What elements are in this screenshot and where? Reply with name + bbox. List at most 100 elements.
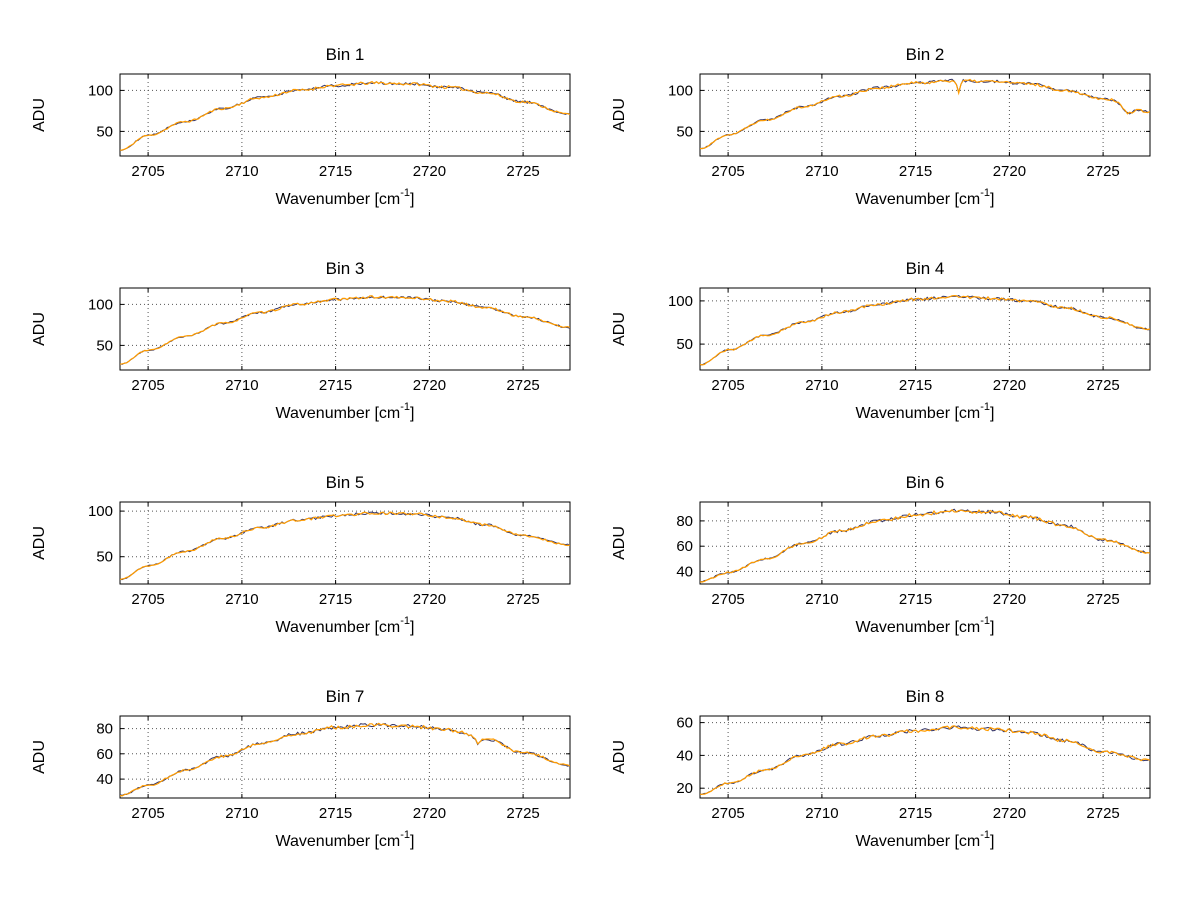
y-tick-labels: 50 100 bbox=[88, 82, 113, 140]
spectrum-line bbox=[120, 722, 570, 797]
y-tick-label: 100 bbox=[88, 296, 113, 313]
x-tick-label: 2725 bbox=[1086, 591, 1119, 608]
spectrum-trace bbox=[120, 722, 570, 797]
spectrum-trace bbox=[700, 509, 1150, 583]
spectrum-trace bbox=[700, 78, 1150, 150]
x-axis-label: Wavenumber [cm-1] bbox=[275, 615, 414, 636]
gridlines bbox=[700, 502, 1150, 584]
x-axis-label: Wavenumber [cm-1] bbox=[275, 187, 414, 208]
spectrum-line bbox=[700, 294, 1150, 366]
x-axis-label: Wavenumber [cm-1] bbox=[275, 401, 414, 422]
y-axis-label: ADU bbox=[611, 740, 628, 774]
y-axis-label: ADU bbox=[611, 98, 628, 132]
y-axis-label: ADU bbox=[31, 526, 48, 560]
subplot-title: Bin 6 bbox=[906, 473, 945, 492]
spectrum-line bbox=[120, 511, 570, 581]
y-tick-labels: 20 40 60 bbox=[676, 715, 693, 798]
subplot-bin-8: Bin 8 ADU 20 40 60 2705 2710 2715 2720 2725 Wa… bbox=[600, 676, 1180, 890]
axis-box bbox=[699, 73, 1151, 157]
y-tick-label: 40 bbox=[96, 771, 113, 788]
x-tick-label: 2705 bbox=[131, 377, 164, 394]
y-axis-label: ADU bbox=[31, 740, 48, 774]
y-tick-label: 60 bbox=[676, 715, 693, 732]
y-tick-label: 40 bbox=[676, 563, 693, 580]
subplot-title: Bin 7 bbox=[326, 687, 365, 706]
x-tick-label: 2720 bbox=[413, 163, 446, 180]
x-axis-label: Wavenumber [cm-1] bbox=[855, 187, 994, 208]
x-tick-label: 2720 bbox=[993, 377, 1026, 394]
y-tick-label: 100 bbox=[88, 82, 113, 99]
axis-box bbox=[119, 73, 571, 157]
x-tick-label: 2720 bbox=[993, 163, 1026, 180]
tick-marks bbox=[120, 716, 570, 798]
spectrum-trace-underlay bbox=[120, 81, 570, 151]
x-tick-label: 2715 bbox=[899, 163, 932, 180]
subplot-bin-5: Bin 5 ADU 50 100 2705 2710 2715 2720 2725 Wav… bbox=[20, 462, 600, 676]
tick-marks bbox=[700, 288, 1150, 370]
gridlines bbox=[700, 74, 1150, 156]
subplot-bin-6: Bin 6 ADU 40 60 80 2705 2710 2715 2720 2725 Wa… bbox=[600, 462, 1180, 676]
x-tick-label: 2710 bbox=[805, 591, 838, 608]
x-tick-label: 2725 bbox=[1086, 163, 1119, 180]
y-tick-labels: 40 60 80 bbox=[96, 721, 113, 789]
x-tick-label: 2725 bbox=[506, 163, 539, 180]
subplot-title: Bin 5 bbox=[326, 473, 365, 492]
subplot-bin-7: Bin 7 ADU 40 60 80 2705 2710 2715 2720 2725 Wa… bbox=[20, 676, 600, 890]
axis-box bbox=[119, 715, 571, 799]
x-tick-labels: 2705 2710 2715 2720 2725 bbox=[711, 377, 1119, 394]
x-tick-label: 2715 bbox=[319, 377, 352, 394]
x-tick-label: 2710 bbox=[805, 805, 838, 822]
y-tick-labels: 50 100 bbox=[88, 503, 113, 566]
subplot-title: Bin 4 bbox=[906, 259, 945, 278]
subplot-title: Bin 8 bbox=[906, 687, 945, 706]
axis-box bbox=[699, 501, 1151, 585]
x-tick-label: 2715 bbox=[319, 163, 352, 180]
y-tick-label: 100 bbox=[668, 293, 693, 310]
x-tick-label: 2720 bbox=[413, 805, 446, 822]
x-tick-label: 2705 bbox=[131, 805, 164, 822]
subplot-title: Bin 3 bbox=[326, 259, 365, 278]
x-tick-label: 2705 bbox=[711, 591, 744, 608]
spectrum-trace bbox=[700, 725, 1150, 795]
spectrum-trace-underlay bbox=[700, 725, 1150, 796]
x-tick-label: 2725 bbox=[1086, 377, 1119, 394]
spectrum-trace bbox=[120, 80, 570, 151]
gridlines bbox=[700, 716, 1150, 798]
y-tick-label: 50 bbox=[96, 549, 113, 566]
spectrum-trace-underlay bbox=[120, 295, 570, 365]
tick-marks bbox=[120, 502, 570, 584]
subplot-title: Bin 2 bbox=[906, 45, 945, 64]
y-axis-label: ADU bbox=[611, 312, 628, 346]
axis-box bbox=[119, 287, 571, 371]
y-axis-label: ADU bbox=[31, 312, 48, 346]
tick-marks bbox=[120, 288, 570, 370]
y-tick-label: 100 bbox=[668, 82, 693, 99]
x-tick-label: 2715 bbox=[899, 805, 932, 822]
x-axis-label: Wavenumber [cm-1] bbox=[275, 829, 414, 850]
tick-marks bbox=[700, 74, 1150, 156]
tick-marks bbox=[700, 502, 1150, 584]
x-tick-label: 2720 bbox=[993, 805, 1026, 822]
y-tick-labels: 50 100 bbox=[668, 293, 693, 353]
x-tick-label: 2705 bbox=[131, 163, 164, 180]
y-tick-labels: 50 100 bbox=[668, 82, 693, 140]
x-tick-label: 2715 bbox=[319, 591, 352, 608]
x-tick-label: 2720 bbox=[413, 377, 446, 394]
y-tick-label: 50 bbox=[676, 336, 693, 353]
x-tick-label: 2710 bbox=[225, 163, 258, 180]
subplot-bin-1: Bin 1 ADU 50 100 2705 2710 2715 2720 2725 Wav… bbox=[20, 34, 600, 248]
x-tick-labels: 2705 2710 2715 2720 2725 bbox=[131, 805, 539, 822]
x-tick-label: 2710 bbox=[225, 377, 258, 394]
y-tick-label: 60 bbox=[676, 538, 693, 555]
spectrum-trace-underlay bbox=[120, 511, 570, 581]
x-tick-label: 2705 bbox=[711, 805, 744, 822]
y-axis-label: ADU bbox=[611, 526, 628, 560]
spectrum-line bbox=[700, 725, 1150, 796]
x-tick-label: 2710 bbox=[805, 377, 838, 394]
gridlines bbox=[700, 288, 1150, 370]
subplot-bin-3: Bin 3 ADU 50 100 2705 2710 2715 2720 2725 Wav… bbox=[20, 248, 600, 462]
x-tick-label: 2725 bbox=[506, 805, 539, 822]
x-tick-label: 2705 bbox=[131, 591, 164, 608]
x-tick-labels: 2705 2710 2715 2720 2725 bbox=[711, 805, 1119, 822]
